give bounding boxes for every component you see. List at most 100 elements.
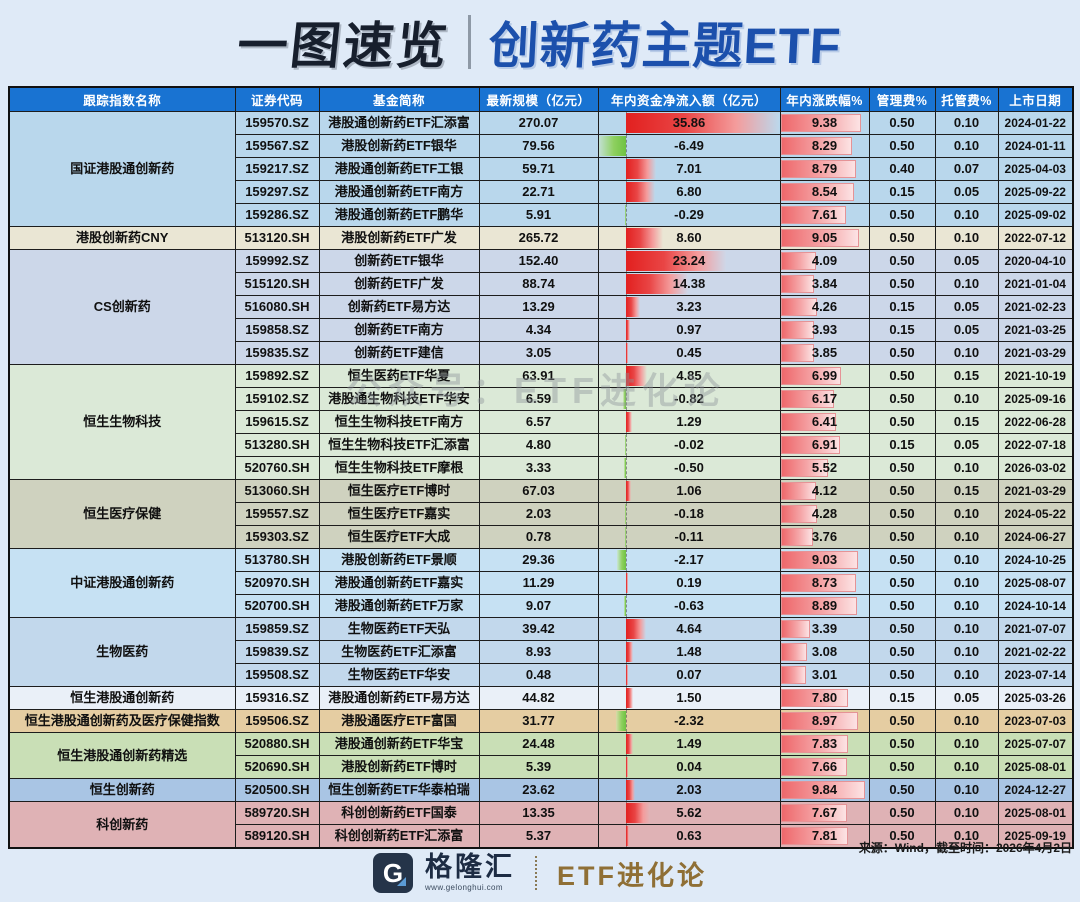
change-cell: 4.26 xyxy=(779,295,870,319)
custody-fee-cell: 0.07 xyxy=(934,157,999,181)
security-code-cell: 159217.SZ xyxy=(234,157,320,181)
scale-cell: 270.07 xyxy=(478,111,599,135)
table-row: 159835.SZ 创新药ETF建信 3.05 0.45 3.85 0.50 0.10 202… xyxy=(9,341,1074,365)
scale-cell: 2.03 xyxy=(478,502,599,526)
footer-divider xyxy=(535,856,537,890)
mgmt-fee-cell: 0.50 xyxy=(868,709,936,733)
inflow-value: -0.50 xyxy=(674,460,704,475)
list-date-cell: 2025-08-07 xyxy=(997,571,1074,595)
change-bar xyxy=(781,206,847,224)
change-cell: 9.38 xyxy=(779,111,870,135)
brand-tagline: ETF进化论 xyxy=(557,860,707,891)
list-date-cell: 2025-09-02 xyxy=(997,203,1074,227)
column-header-6: 管理费% xyxy=(868,86,936,112)
change-value: 5.52 xyxy=(811,460,838,475)
security-code-cell: 159892.SZ xyxy=(234,364,320,388)
security-code-cell: 159570.SZ xyxy=(234,111,320,135)
custody-fee-cell: 0.10 xyxy=(934,640,999,664)
inflow-value: 14.38 xyxy=(672,276,706,291)
change-cell: 3.01 xyxy=(779,663,870,687)
change-cell: 3.85 xyxy=(779,341,870,365)
fund-name-cell: 港股创新药ETF博时 xyxy=(318,755,480,779)
inflow-negative-bar xyxy=(624,527,627,547)
change-bar xyxy=(781,827,848,845)
change-value: 8.54 xyxy=(811,184,838,199)
change-cell: 7.61 xyxy=(779,203,870,227)
list-date-cell: 2025-09-22 xyxy=(997,180,1074,204)
inflow-value: 35.86 xyxy=(672,115,706,130)
change-bar xyxy=(781,275,814,293)
change-cell: 6.41 xyxy=(779,410,870,434)
mgmt-fee-cell: 0.50 xyxy=(868,479,936,503)
inflow-positive-bar xyxy=(626,665,628,685)
inflow-positive-bar xyxy=(626,642,633,662)
scale-cell: 79.56 xyxy=(478,134,599,158)
inflow-positive-bar xyxy=(626,343,629,363)
security-code-cell: 515120.SH xyxy=(234,272,320,296)
mgmt-fee-cell: 0.15 xyxy=(868,686,936,710)
table-row: 159858.SZ 创新药ETF南方 4.34 0.97 3.93 0.15 0.05 202… xyxy=(9,318,1074,342)
change-bar xyxy=(781,321,815,339)
mgmt-fee-cell: 0.50 xyxy=(868,571,936,595)
fund-name-cell: 生物医药ETF天弘 xyxy=(318,617,480,641)
table-row: 中证港股通创新药 513780.SH 港股创新药ETF景顺 29.36 -2.17 9.0… xyxy=(8,548,1074,618)
inflow-value: -0.18 xyxy=(674,506,704,521)
fund-name-cell: 恒生生物科技ETF汇添富 xyxy=(318,433,480,457)
change-value: 4.09 xyxy=(811,253,838,268)
change-value: 3.93 xyxy=(811,322,838,337)
change-bar xyxy=(781,735,849,753)
list-date-cell: 2021-07-07 xyxy=(997,617,1074,641)
inflow-negative-bar xyxy=(624,435,627,455)
change-value: 6.41 xyxy=(811,414,838,429)
fund-name-cell: 港股创新药ETF广发 xyxy=(318,226,480,250)
change-cell: 7.83 xyxy=(779,732,870,756)
inflow-positive-bar xyxy=(626,274,688,294)
security-code-cell: 159859.SZ xyxy=(234,617,320,641)
list-date-cell: 2021-01-04 xyxy=(997,272,1074,296)
inflow-value: 0.07 xyxy=(676,667,702,682)
security-code-cell: 159102.SZ xyxy=(234,387,320,411)
custody-fee-cell: 0.10 xyxy=(934,594,999,618)
fund-name-cell: 创新药ETF易方达 xyxy=(318,295,480,319)
inflow-cell: 0.63 xyxy=(597,824,781,849)
scale-cell: 4.34 xyxy=(478,318,599,342)
inflow-cell: -0.11 xyxy=(597,525,781,549)
inflow-cell: 14.38 xyxy=(597,272,781,296)
security-code-cell: 513280.SH xyxy=(234,433,320,457)
list-date-cell: 2025-09-16 xyxy=(997,387,1074,411)
scale-cell: 0.48 xyxy=(478,663,599,687)
column-header-2: 基金简称 xyxy=(318,86,480,112)
security-code-cell: 520500.SH xyxy=(234,778,320,802)
fund-name-cell: 港股通创新药ETF工银 xyxy=(318,157,480,181)
scale-cell: 8.93 xyxy=(478,640,599,664)
scale-cell: 39.42 xyxy=(478,617,599,641)
scale-cell: 11.29 xyxy=(478,571,599,595)
inflow-positive-bar xyxy=(626,228,663,248)
custody-fee-cell: 0.10 xyxy=(934,456,999,480)
table-row: 港股创新药CNY 513120.SH 港股创新药ETF广发 265.72 8.60 9.0… xyxy=(8,226,1074,250)
inflow-cell: -0.63 xyxy=(597,594,781,618)
security-code-cell: 159858.SZ xyxy=(234,318,320,342)
change-bar xyxy=(781,459,829,477)
footer-logo: G 格隆汇 www.gelonghui.com ETF进化论 xyxy=(0,848,1080,898)
change-value: 9.84 xyxy=(811,782,838,797)
mgmt-fee-cell: 0.50 xyxy=(868,364,936,388)
inflow-cell: 0.45 xyxy=(597,341,781,365)
change-value: 8.89 xyxy=(811,598,838,613)
mgmt-fee-cell: 0.50 xyxy=(868,732,936,756)
scale-cell: 67.03 xyxy=(478,479,599,503)
inflow-value: 0.97 xyxy=(676,322,702,337)
change-value: 8.29 xyxy=(811,138,838,153)
scale-cell: 23.62 xyxy=(478,778,599,802)
change-cell: 5.52 xyxy=(779,456,870,480)
change-cell: 4.12 xyxy=(779,479,870,503)
security-code-cell: 159286.SZ xyxy=(234,203,320,227)
table-row: CS创新药 159992.SZ 创新药ETF银华 152.40 23.24 4.09 0.5… xyxy=(8,249,1074,365)
scale-cell: 9.07 xyxy=(478,594,599,618)
list-date-cell: 2021-02-23 xyxy=(997,295,1074,319)
mgmt-fee-cell: 0.50 xyxy=(868,410,936,434)
change-cell: 8.97 xyxy=(779,709,870,733)
fund-name-cell: 港股通创新药ETF鹏华 xyxy=(318,203,480,227)
change-cell: 7.67 xyxy=(779,801,870,825)
change-bar xyxy=(781,413,836,431)
